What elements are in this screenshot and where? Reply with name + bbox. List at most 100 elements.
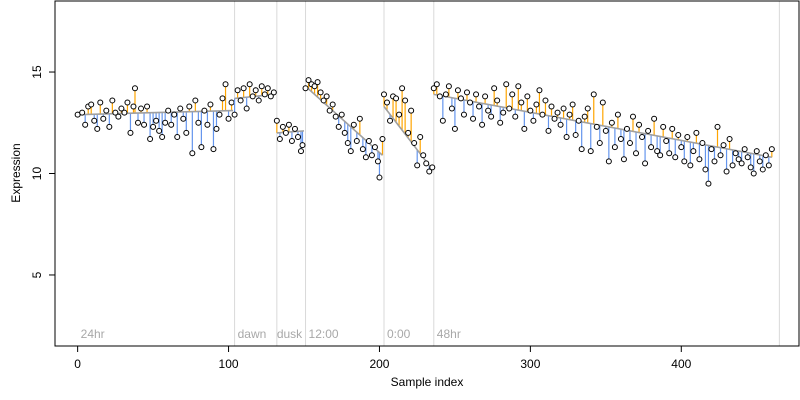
- data-point: [500, 109, 507, 116]
- data-point: [118, 105, 125, 112]
- data-point: [267, 93, 274, 100]
- data-point: [261, 91, 268, 98]
- data-point: [341, 129, 348, 136]
- vertical-markers: [234, 1, 780, 346]
- data-point: [714, 123, 721, 130]
- data-point: [451, 125, 458, 132]
- data-point: [753, 148, 760, 155]
- data-point: [186, 103, 193, 110]
- data-point: [411, 140, 418, 147]
- data-point: [675, 131, 682, 138]
- region-labels: 24hr dawn dusk 12:00 0:00 48hr: [81, 327, 461, 341]
- data-point: [747, 164, 754, 171]
- data-point: [323, 93, 330, 100]
- data-point: [482, 93, 489, 100]
- data-point: [417, 133, 424, 140]
- data-point: [503, 81, 510, 88]
- data-point: [429, 164, 436, 171]
- data-point: [329, 101, 336, 108]
- data-point: [648, 144, 655, 151]
- data-point: [380, 91, 387, 98]
- data-point: [353, 138, 360, 145]
- data-point: [735, 156, 742, 163]
- data-point: [473, 91, 480, 98]
- data-point: [569, 101, 576, 108]
- data-point: [305, 77, 312, 84]
- data-point: [717, 152, 724, 159]
- data-point: [288, 138, 295, 145]
- data-point: [536, 87, 543, 94]
- data-point: [566, 111, 573, 118]
- data-point: [249, 93, 256, 100]
- region-label: 0:00: [387, 327, 411, 341]
- data-point: [530, 117, 537, 124]
- data-point: [393, 95, 400, 102]
- data-point: [693, 129, 700, 136]
- data-point: [660, 123, 667, 130]
- data-point: [210, 146, 217, 153]
- data-point: [326, 107, 333, 114]
- data-point: [593, 123, 600, 130]
- data-point: [633, 150, 640, 157]
- data-point: [231, 111, 238, 118]
- data-point: [402, 97, 409, 104]
- x-tick-label: 0: [74, 357, 81, 371]
- data-point: [750, 170, 757, 177]
- data-point: [207, 101, 214, 108]
- data-point: [297, 148, 304, 155]
- data-point: [299, 142, 306, 149]
- data-point: [454, 87, 461, 94]
- data-point: [738, 160, 745, 167]
- data-point: [726, 136, 733, 142]
- data-point: [258, 83, 265, 90]
- data-point: [159, 133, 166, 140]
- data-point: [699, 140, 706, 147]
- data-point: [198, 144, 205, 151]
- data-point: [551, 115, 558, 122]
- data-point: [213, 125, 220, 132]
- data-point: [587, 148, 594, 155]
- data-point: [460, 111, 467, 118]
- x-tick-label: 100: [219, 357, 239, 371]
- baseline-segment: [383, 106, 433, 170]
- baseline-segment: [77, 109, 234, 116]
- data-point: [563, 133, 570, 140]
- data-point: [521, 125, 528, 132]
- data-point: [82, 121, 89, 128]
- data-point: [684, 133, 691, 140]
- data-point: [448, 105, 455, 112]
- data-point: [399, 85, 406, 92]
- data-point: [320, 97, 327, 104]
- data-point: [344, 140, 351, 147]
- data-point: [115, 113, 122, 120]
- data-point: [243, 105, 250, 112]
- data-point: [234, 87, 241, 94]
- data-point: [130, 103, 137, 110]
- data-point: [180, 115, 187, 122]
- data-point: [246, 81, 253, 88]
- data-point: [533, 101, 540, 108]
- y-tick-label: 10: [30, 167, 44, 181]
- data-point: [611, 144, 618, 151]
- data-point: [222, 81, 229, 88]
- data-point: [518, 99, 525, 106]
- data-point: [225, 115, 232, 122]
- data-point: [430, 85, 437, 92]
- data-point: [150, 123, 157, 130]
- data-point: [311, 83, 318, 90]
- y-tick-label: 15: [30, 65, 44, 79]
- data-point: [219, 95, 226, 102]
- data-point: [147, 136, 154, 142]
- data-point: [396, 111, 403, 118]
- region-label: 48hr: [437, 327, 461, 341]
- data-point: [506, 105, 513, 112]
- y-tick-label: 5: [30, 271, 44, 278]
- data-point: [359, 146, 366, 153]
- data-point: [168, 121, 175, 128]
- data-point: [433, 81, 440, 88]
- region-label: 12:00: [309, 327, 339, 341]
- data-point: [79, 109, 86, 116]
- data-point: [732, 150, 739, 157]
- data-point: [463, 89, 470, 96]
- data-point: [384, 99, 391, 106]
